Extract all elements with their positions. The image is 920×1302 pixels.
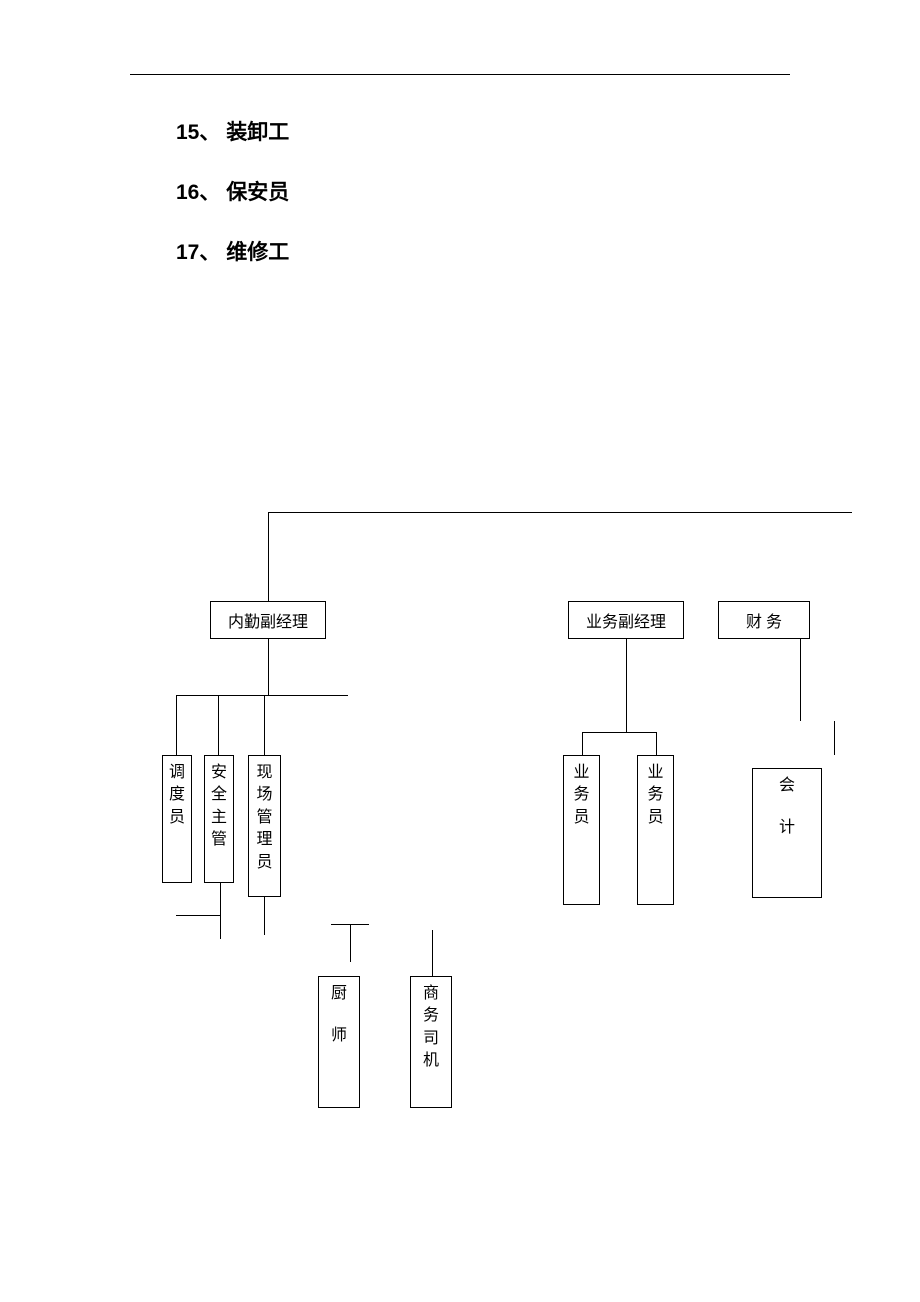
level2-node: 内勤副经理 [210, 601, 326, 639]
level2-node: 财 务 [718, 601, 810, 639]
level3-node: 调度员 [162, 755, 192, 883]
neiq-child-drop [264, 695, 265, 755]
list-num: 16、 [176, 181, 220, 204]
org-chart: 内勤副经理 业务副经理财 务调度员安全主管现场管理员厨师 商务司机 业务员业务员 会计 [0, 510, 920, 1210]
level3-node: 会计 [752, 768, 822, 898]
list-item: 17、 维修工 [176, 236, 289, 266]
neiq-post-line [432, 930, 433, 976]
level3-node: 业务员 [563, 755, 600, 905]
neiq-post-line [176, 915, 220, 916]
top-bar [268, 512, 852, 513]
drop-to-level2 [268, 512, 269, 601]
neiq-drop [268, 639, 269, 695]
biz-child-drop [582, 732, 583, 755]
level3-node: 安全主管 [204, 755, 234, 883]
list-num: 17、 [176, 241, 220, 264]
biz-drop [626, 639, 627, 732]
neiq-child-drop [176, 695, 177, 755]
level4-node: 厨师 [318, 976, 360, 1108]
fin-extra-line [834, 721, 835, 755]
list-label: 保安员 [226, 181, 289, 204]
fin-drop [800, 639, 801, 721]
neiq-post-line [350, 924, 351, 962]
neiq-hbar [176, 695, 348, 696]
list-label: 装卸工 [226, 121, 289, 144]
level3-node: 现场管理员 [248, 755, 281, 897]
biz-child-drop [656, 732, 657, 755]
list-item: 16、 保安员 [176, 176, 289, 206]
list-num: 15、 [176, 121, 220, 144]
neiq-child-drop [218, 695, 219, 755]
list-label: 维修工 [226, 241, 289, 264]
biz-hbar [582, 732, 656, 733]
neiq-post-line [264, 897, 265, 935]
level4-node: 商务司机 [410, 976, 452, 1108]
page-top-rule [130, 74, 790, 75]
level2-node: 业务副经理 [568, 601, 684, 639]
list-item: 15、 装卸工 [176, 116, 289, 146]
neiq-post-line [220, 883, 221, 939]
numbered-list: 15、 装卸工 16、 保安员 17、 维修工 [176, 116, 289, 296]
level3-node: 业务员 [637, 755, 674, 905]
